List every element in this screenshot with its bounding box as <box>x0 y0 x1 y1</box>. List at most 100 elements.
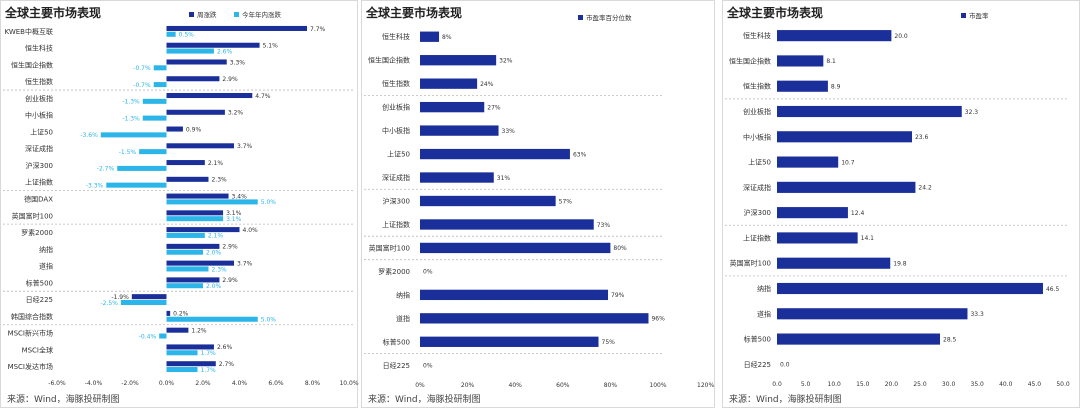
data-label: 96% <box>651 316 665 323</box>
bar <box>100 132 167 138</box>
category-label: MSCI全球 <box>22 345 53 354</box>
category-label: 罗素2000 <box>21 228 53 237</box>
data-label: 4.7% <box>255 93 271 100</box>
data-label: -1.9% <box>111 294 129 301</box>
bar <box>166 277 220 283</box>
data-label: 3.4% <box>232 193 248 200</box>
data-label: 3.7% <box>237 260 253 267</box>
bar <box>777 257 891 269</box>
data-label: 79% <box>611 292 625 299</box>
data-label: 46.5 <box>1046 286 1060 293</box>
category-label: MSCI新兴市场 <box>8 329 53 338</box>
data-label: 8.9 <box>831 84 841 91</box>
category-label: 恒生国企指数 <box>368 56 410 65</box>
x-tick-label: 40% <box>509 382 523 389</box>
bar <box>166 160 205 166</box>
bar <box>420 242 611 254</box>
legend-label: 市盈率 <box>969 11 989 20</box>
data-label: 2.0% <box>206 250 222 257</box>
legend-swatch <box>234 12 239 17</box>
x-tick-label: 15.0 <box>856 381 870 388</box>
bar <box>166 344 214 350</box>
data-label: 33.3 <box>970 311 984 318</box>
chart-panel-weekly-ytd: 全球主要市场表现 周涨跌 今年年内涨跌 KWEB中概互联 恒生科技 恒生国企指数 恒生指数… <box>0 0 359 408</box>
data-label: 2.9% <box>222 244 238 251</box>
x-tick-label: -4.0% <box>85 380 103 387</box>
category-label: KWEB中概互联 <box>5 27 54 36</box>
bar <box>777 105 962 118</box>
bar <box>420 31 440 42</box>
bar <box>420 195 556 207</box>
data-label: 3.3% <box>230 59 246 66</box>
data-label: 3.7% <box>237 143 253 150</box>
bar <box>420 55 497 66</box>
bar <box>166 243 220 249</box>
bar <box>166 126 183 132</box>
bar <box>777 80 828 92</box>
bar <box>420 172 494 183</box>
category-label: 上证50 <box>30 127 53 136</box>
bar <box>166 249 203 255</box>
bar <box>166 260 235 266</box>
bar <box>166 193 229 199</box>
category-label: 英国富时100 <box>12 211 53 220</box>
data-label: 2.6% <box>217 344 233 351</box>
bar <box>166 210 224 216</box>
data-label: -1.3% <box>122 99 140 106</box>
data-label: 23.6 <box>915 134 929 141</box>
legend-swatch <box>189 12 194 17</box>
category-label: 中小板指 <box>382 126 410 135</box>
x-tick-label: 20.0 <box>885 381 899 388</box>
x-tick-label: 6.0% <box>268 380 284 387</box>
category-label: 中小板指 <box>25 111 53 120</box>
x-tick-label: 35.0 <box>971 381 985 388</box>
bar <box>166 199 258 205</box>
data-label: 10.7 <box>841 159 855 166</box>
data-label: 3.2% <box>228 110 244 117</box>
x-tick-label: 50.0 <box>1056 381 1070 388</box>
bar <box>166 109 225 115</box>
data-label: 2.9% <box>222 76 238 83</box>
category-label: 沪深300 <box>744 208 771 217</box>
chart-source: 来源：Wind，海豚投研制图 <box>368 395 481 405</box>
bar <box>120 299 167 305</box>
bar <box>166 143 235 149</box>
data-label: -3.6% <box>80 132 98 139</box>
data-label: -0.7% <box>133 82 151 89</box>
bar <box>166 283 203 289</box>
category-label: 纳指 <box>396 290 410 299</box>
data-label: 80% <box>613 245 627 252</box>
bar <box>166 176 209 182</box>
bar <box>420 219 594 230</box>
category-label: 韩国综合指数 <box>11 312 53 321</box>
data-label: 0% <box>423 363 433 370</box>
bar <box>166 216 224 222</box>
x-tick-label: 25.0 <box>913 381 927 388</box>
category-label: 纳指 <box>39 245 53 254</box>
bar <box>153 65 167 71</box>
x-tick-label: 120% <box>697 382 714 389</box>
category-label: 恒生指数 <box>743 82 771 91</box>
bar <box>106 182 167 188</box>
bar <box>166 361 216 367</box>
bar <box>166 31 176 37</box>
category-label: 罗素2000 <box>378 267 410 276</box>
category-label: 道指 <box>757 309 771 318</box>
x-tick-label: 2.0% <box>195 380 211 387</box>
category-label: 上证50 <box>387 150 410 159</box>
data-label: -3.3% <box>86 182 104 189</box>
data-label: 5.0% <box>261 317 277 324</box>
x-tick-label: 40.0 <box>999 381 1013 388</box>
bar <box>142 115 167 121</box>
data-label: 28.5 <box>943 336 957 343</box>
data-label: 0.2% <box>173 311 189 318</box>
category-label: 沪深300 <box>26 161 53 170</box>
bar <box>166 327 189 333</box>
category-label: 道指 <box>39 262 53 271</box>
x-tick-label: 0% <box>415 382 425 389</box>
category-label: 恒生科技 <box>382 32 410 41</box>
bar <box>420 148 570 160</box>
legend-swatch <box>961 13 966 18</box>
